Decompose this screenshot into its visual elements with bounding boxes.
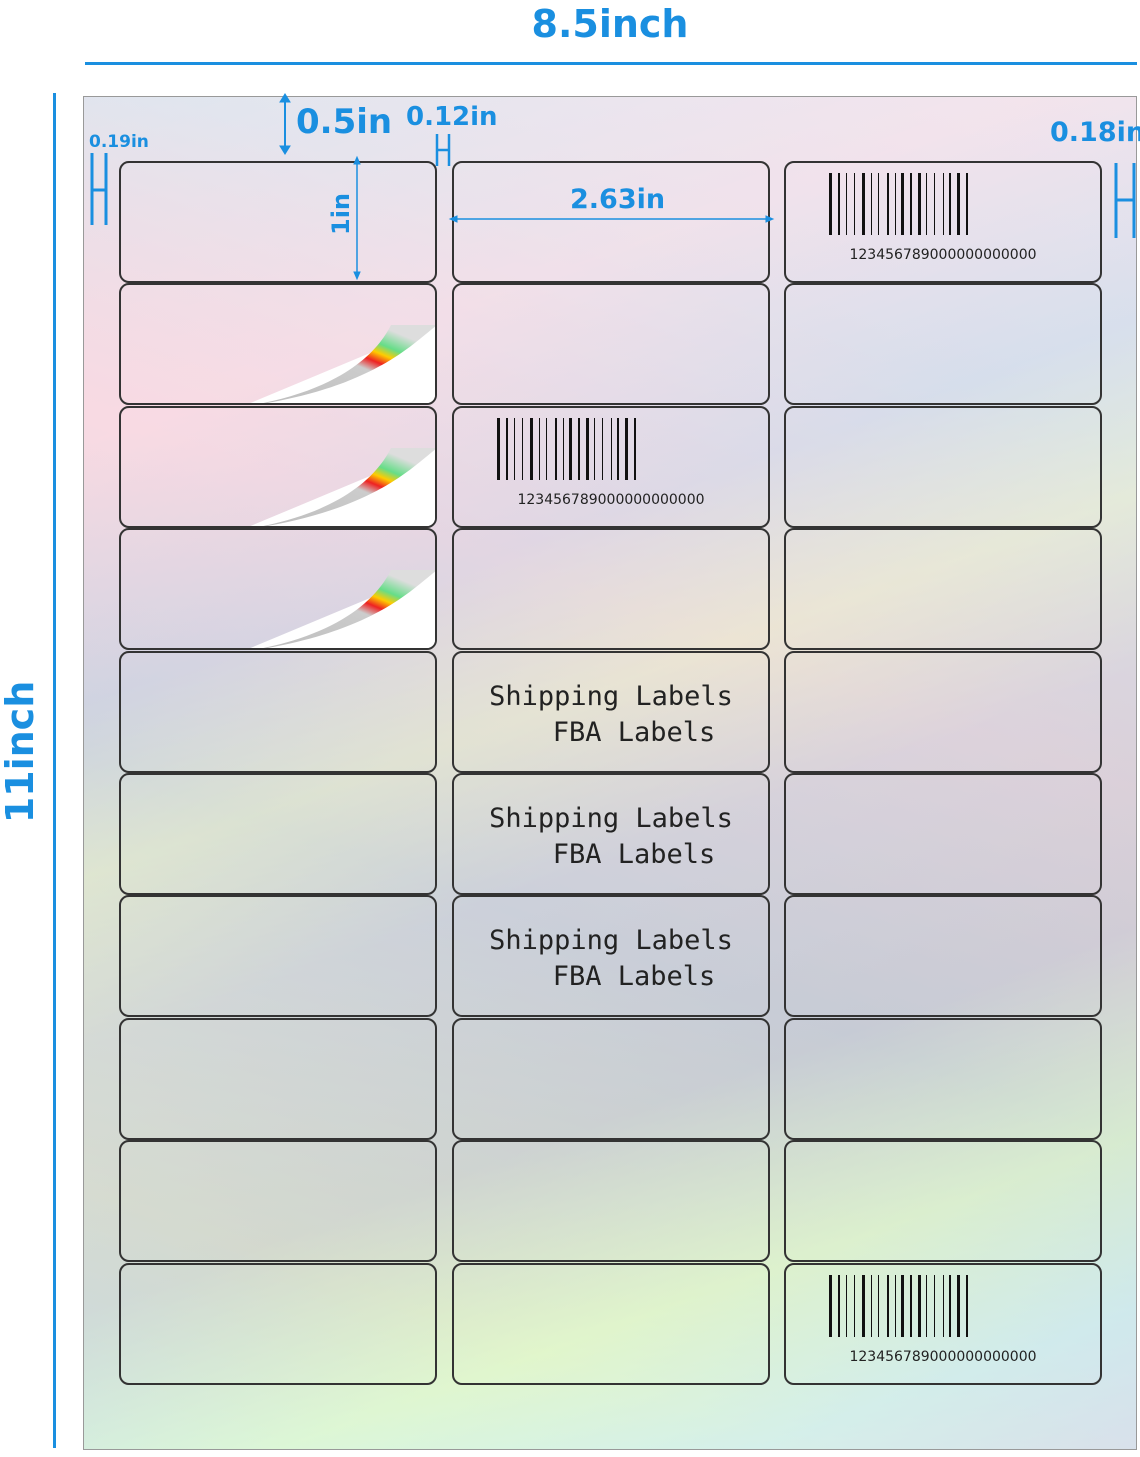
label-r4-c2 [452, 528, 770, 651]
label-r3-c2: 123456789000000000000 [452, 405, 770, 528]
width-ruler-line [85, 62, 1137, 65]
barcode-number: 123456789000000000000 [849, 1348, 1037, 1365]
label-r7-c1 [119, 895, 437, 1018]
top-margin-label: 0.5in [296, 102, 393, 142]
peel-corner-icon [250, 325, 435, 404]
label-r2-c1 [119, 283, 437, 406]
label-r4-c3 [784, 528, 1102, 651]
sample-text: Shipping Labels FBA Labels [454, 801, 768, 873]
label-r2-c2 [452, 283, 770, 406]
barcode-icon [829, 173, 1057, 235]
label-r9-c1 [119, 1140, 437, 1263]
label-r10-c3: 123456789000000000000 [784, 1262, 1102, 1385]
sample-text: Shipping Labels FBA Labels [454, 679, 768, 751]
label-r5-c2: Shipping Labels FBA Labels [452, 650, 770, 773]
label-r6-c1 [119, 773, 437, 895]
label-r1-c2 [452, 161, 770, 283]
label-r8-c1 [119, 1017, 437, 1140]
label-r6-c3 [784, 773, 1102, 895]
barcode-icon [829, 1274, 1057, 1337]
label-r5-c1 [119, 650, 437, 773]
label-r8-c3 [784, 1017, 1102, 1140]
peel-corner-icon [250, 447, 435, 526]
barcode-number: 123456789000000000000 [849, 247, 1037, 263]
label-r6-c2: Shipping Labels FBA Labels [452, 773, 770, 895]
left-margin-label: 0.19in [89, 132, 149, 152]
label-width-label: 2.63in [570, 184, 666, 215]
label-r9-c3 [784, 1140, 1102, 1263]
label-r10-c2 [452, 1262, 770, 1385]
gap-label: 0.12in [406, 102, 498, 132]
label-r1-c1 [119, 161, 437, 283]
label-r9-c2 [452, 1140, 770, 1263]
sample-text-line2: FBA Labels [552, 839, 716, 870]
label-r3-c3 [784, 405, 1102, 528]
sample-text-line1: Shipping Labels [489, 803, 733, 834]
label-r2-c3 [784, 283, 1102, 406]
sample-text-line1: Shipping Labels [489, 925, 733, 957]
right-margin-label: 0.18in [1050, 117, 1140, 148]
label-r8-c2 [452, 1017, 770, 1140]
sample-text-line2: FBA Labels [552, 716, 716, 748]
height-ruler-line [53, 93, 56, 1448]
barcode-icon [497, 417, 725, 480]
barcode-number: 123456789000000000000 [517, 491, 705, 508]
label-r7-c3 [784, 895, 1102, 1018]
label-r4-c1 [119, 528, 437, 651]
sample-text-line2: FBA Labels [552, 961, 716, 993]
label-r3-c1 [119, 405, 437, 528]
sample-text-line1: Shipping Labels [489, 680, 733, 712]
label-r7-c2: Shipping Labels FBA Labels [452, 895, 770, 1018]
sample-text: Shipping Labels FBA Labels [454, 923, 768, 995]
label-r5-c3 [784, 650, 1102, 773]
peel-corner-icon [250, 570, 435, 649]
sheet-width-label: 8.5inch [531, 2, 689, 46]
label-r1-c3: 123456789000000000000 [784, 161, 1102, 283]
label-r10-c1 [119, 1262, 437, 1385]
